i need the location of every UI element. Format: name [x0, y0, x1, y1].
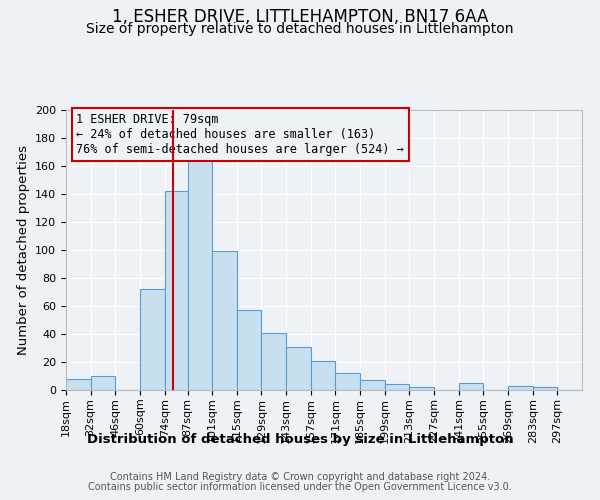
- Text: 1, ESHER DRIVE, LITTLEHAMPTON, BN17 6AA: 1, ESHER DRIVE, LITTLEHAMPTON, BN17 6AA: [112, 8, 488, 26]
- Bar: [262, 332, 286, 390]
- Text: 1 ESHER DRIVE: 79sqm
← 24% of detached houses are smaller (163)
76% of semi-deta: 1 ESHER DRIVE: 79sqm ← 24% of detached h…: [76, 113, 404, 156]
- Bar: [164, 191, 188, 390]
- Bar: [508, 386, 533, 390]
- Bar: [459, 383, 484, 390]
- Bar: [409, 387, 434, 390]
- Bar: [311, 360, 335, 390]
- Y-axis label: Number of detached properties: Number of detached properties: [17, 145, 29, 355]
- Bar: [140, 289, 164, 390]
- Bar: [335, 373, 360, 390]
- Text: Contains public sector information licensed under the Open Government Licence v3: Contains public sector information licen…: [88, 482, 512, 492]
- Bar: [360, 380, 385, 390]
- Text: Size of property relative to detached houses in Littlehampton: Size of property relative to detached ho…: [86, 22, 514, 36]
- Bar: [66, 379, 91, 390]
- Bar: [385, 384, 409, 390]
- Text: Distribution of detached houses by size in Littlehampton: Distribution of detached houses by size …: [86, 432, 514, 446]
- Bar: [188, 155, 212, 390]
- Bar: [533, 387, 557, 390]
- Text: Contains HM Land Registry data © Crown copyright and database right 2024.: Contains HM Land Registry data © Crown c…: [110, 472, 490, 482]
- Bar: [286, 346, 311, 390]
- Bar: [237, 310, 262, 390]
- Bar: [91, 376, 115, 390]
- Bar: [212, 252, 237, 390]
